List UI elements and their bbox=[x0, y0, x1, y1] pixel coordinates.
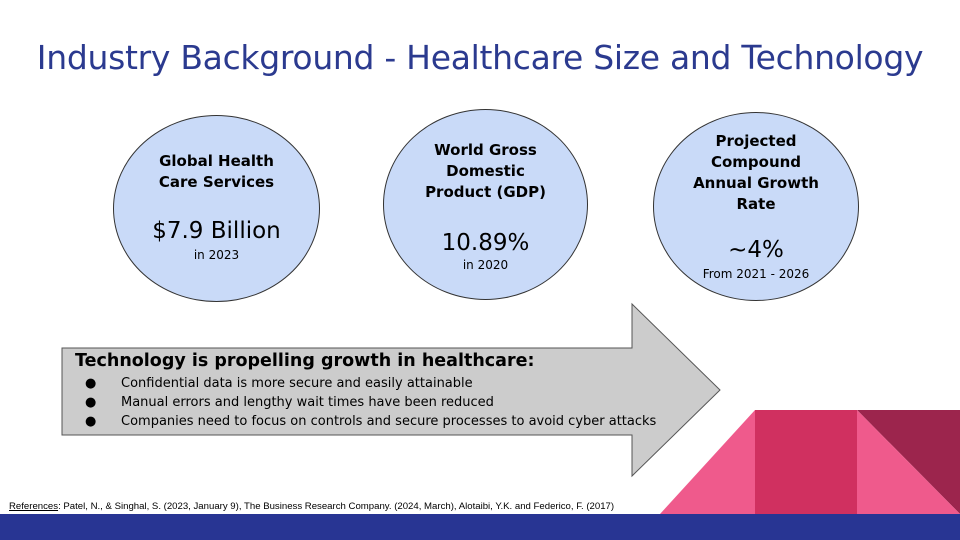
stat-label: Global Health Care Services bbox=[158, 152, 275, 191]
references: References: Patel, N., & Singhal, S. (20… bbox=[9, 501, 614, 512]
stat-label: Projected Compound Annual Growth Rate bbox=[693, 132, 819, 213]
bullet-list: ● Confidential data is more secure and ea… bbox=[75, 374, 695, 431]
stat-note: in 2023 bbox=[193, 248, 240, 262]
references-label: References bbox=[9, 501, 59, 512]
arrow-content: Technology is propelling growth in healt… bbox=[75, 351, 695, 431]
stat-value: $7.9 Billion bbox=[152, 218, 281, 244]
footer-bar bbox=[0, 514, 960, 540]
stat-value: ~4% bbox=[728, 237, 784, 263]
stat-circle-health-care-services: Global Health Care Services $7.9 Billion… bbox=[113, 115, 320, 302]
bullet-icon: ● bbox=[85, 376, 97, 391]
slide-title: Industry Background - Healthcare Size an… bbox=[36, 38, 924, 77]
stat-label: World Gross Domestic Product (GDP) bbox=[425, 141, 546, 201]
stat-circle-world-gdp: World Gross Domestic Product (GDP) 10.89… bbox=[383, 109, 588, 300]
bullet-icon: ● bbox=[85, 414, 97, 429]
stat-note: in 2020 bbox=[462, 258, 509, 272]
stat-value: 10.89% bbox=[441, 230, 530, 256]
bullet-item: ● Confidential data is more secure and ea… bbox=[85, 376, 473, 391]
bullet-icon: ● bbox=[85, 395, 97, 410]
references-text: : Patel, N., & Singhal, S. (2023, Januar… bbox=[58, 501, 615, 512]
bullet-item: ● Manual errors and lengthy wait times ha… bbox=[85, 395, 494, 410]
stat-circle-growth-rate: Projected Compound Annual Growth Rate ~4… bbox=[653, 112, 859, 301]
arrow-heading: Technology is propelling growth in healt… bbox=[75, 351, 535, 371]
bullet-item: ● Companies need to focus on controls and… bbox=[85, 414, 657, 429]
stat-note: From 2021 - 2026 bbox=[702, 267, 810, 281]
